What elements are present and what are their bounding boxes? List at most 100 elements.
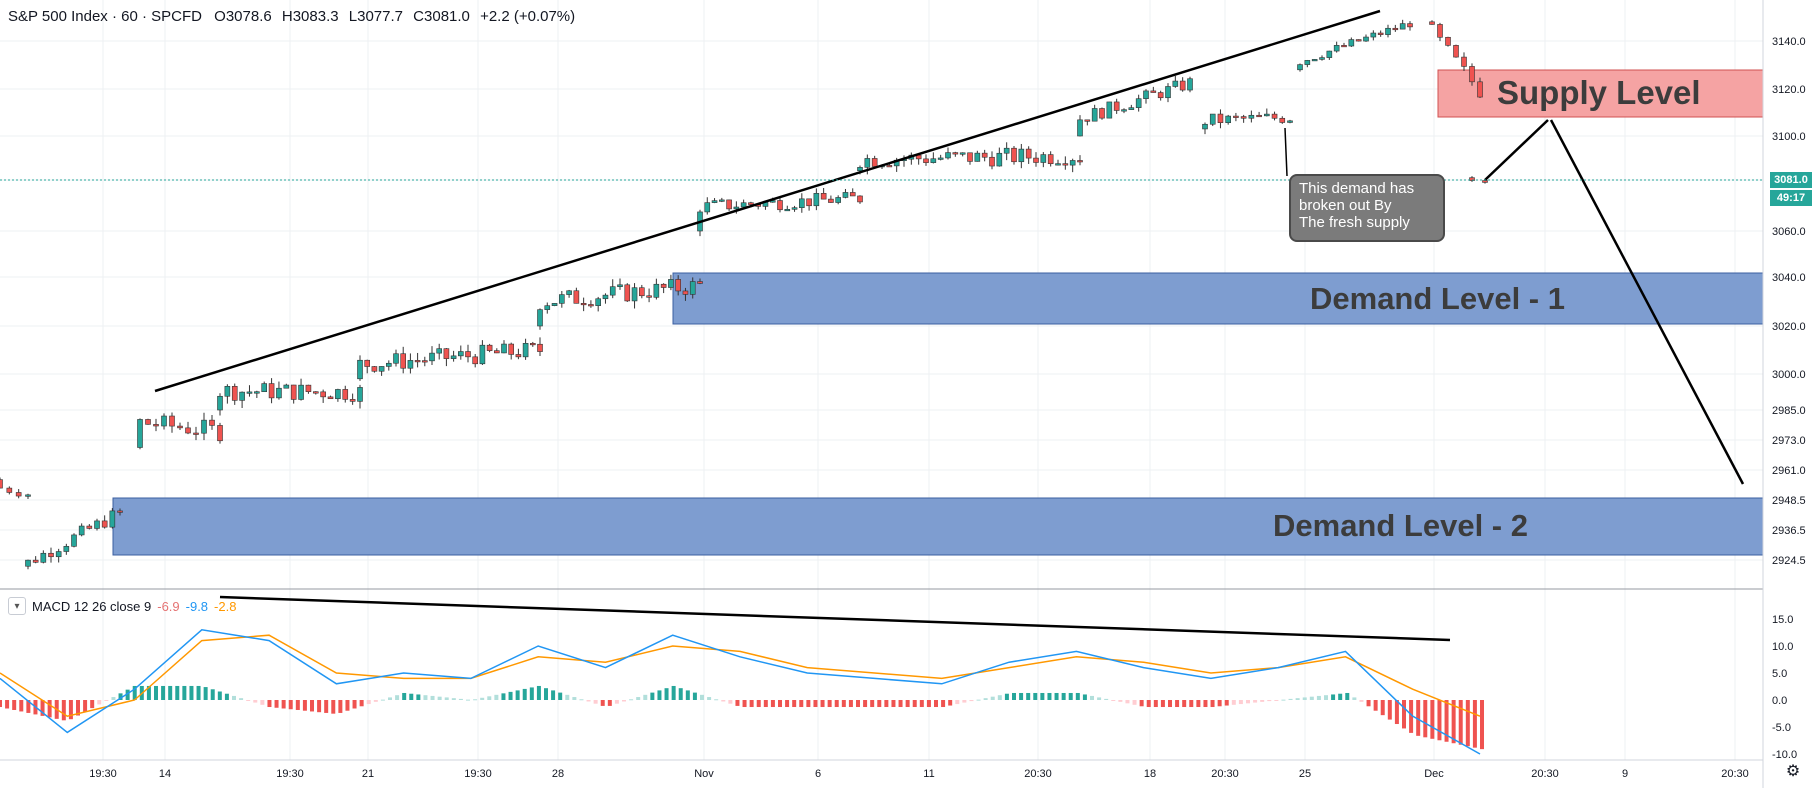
macd-bar-140 bbox=[990, 696, 995, 700]
candle-196 bbox=[1437, 22, 1443, 42]
time-tick-6: Nov bbox=[694, 768, 714, 780]
macd-bar-62 bbox=[437, 696, 442, 700]
macd-bar-112 bbox=[792, 700, 797, 708]
chevron-down-icon[interactable]: ▾ bbox=[8, 597, 26, 615]
candle-80 bbox=[580, 297, 587, 312]
callout-line-3: The fresh supply bbox=[1299, 214, 1410, 231]
macd-bar-206 bbox=[1458, 700, 1463, 745]
macd-bar-134 bbox=[948, 700, 953, 706]
macd-bar-67 bbox=[473, 699, 478, 701]
macd-bar-105 bbox=[742, 700, 747, 708]
macd-bar-125 bbox=[884, 700, 889, 708]
candle-174 bbox=[1256, 111, 1262, 118]
candle-11 bbox=[78, 523, 85, 537]
candle-26 bbox=[209, 415, 215, 430]
time-tick-0: 19:30 bbox=[89, 768, 117, 780]
chart-header: S&P 500 Index · 60 · SPCFD O3078.6 H3083… bbox=[8, 8, 581, 25]
candle-23 bbox=[185, 421, 191, 435]
arrow-line-down bbox=[1549, 119, 1745, 485]
time-tick-3: 21 bbox=[362, 768, 374, 780]
macd-bar-100 bbox=[707, 697, 712, 700]
low-value: L3077.7 bbox=[348, 8, 403, 25]
macd-bar-169 bbox=[1196, 700, 1201, 708]
macd-bar-2 bbox=[12, 700, 17, 710]
macd-bar-4 bbox=[26, 700, 31, 713]
macd-bar-80 bbox=[565, 694, 570, 700]
candle-27 bbox=[217, 422, 223, 444]
macd-bar-155 bbox=[1097, 697, 1102, 700]
candle-92 bbox=[668, 274, 674, 291]
candle-90 bbox=[653, 278, 660, 300]
macd-bar-170 bbox=[1203, 700, 1208, 708]
candle-127 bbox=[908, 152, 915, 165]
price-tick-6: 3020.0 bbox=[1772, 321, 1806, 333]
macd-bar-118 bbox=[834, 700, 839, 708]
candle-85 bbox=[617, 278, 623, 290]
time-tick-9: 20:30 bbox=[1024, 768, 1052, 780]
macd-bar-65 bbox=[458, 698, 463, 700]
candle-51 bbox=[378, 366, 385, 376]
candle-39 bbox=[298, 378, 304, 401]
macd-bar-6 bbox=[40, 700, 45, 716]
candle-179 bbox=[1297, 63, 1303, 72]
time-axis[interactable]: 19:30 14 19:30 21 19:30 28 Nov 6 11 20:30 18 20:30 2… bbox=[89, 768, 1749, 780]
macd-bar-174 bbox=[1231, 700, 1236, 705]
candle-62 bbox=[457, 345, 464, 360]
candle-59 bbox=[436, 343, 443, 360]
macd-bar-7 bbox=[47, 700, 52, 718]
candle-35 bbox=[268, 378, 275, 404]
macd-bar-94 bbox=[664, 688, 669, 700]
macd-bar-0 bbox=[0, 700, 2, 708]
macd-bar-58 bbox=[409, 693, 414, 700]
time-tick-8: 11 bbox=[923, 768, 934, 780]
macd-bar-43 bbox=[302, 700, 307, 711]
macd-bar-68 bbox=[480, 697, 485, 700]
candle-29 bbox=[224, 384, 231, 404]
macd-bar-186 bbox=[1316, 695, 1321, 700]
macd-bar-81 bbox=[572, 697, 577, 700]
macd-bar-166 bbox=[1175, 700, 1180, 708]
candle-118 bbox=[849, 188, 856, 197]
macd-tick-4: -5.0 bbox=[1772, 722, 1791, 734]
macd-bar-30 bbox=[210, 689, 215, 700]
macd-bar-201 bbox=[1423, 700, 1428, 738]
macd-bar-147 bbox=[1040, 692, 1045, 700]
candle-178 bbox=[1287, 119, 1293, 124]
price-tick-13: 2924.5 bbox=[1772, 555, 1806, 567]
macd-bar-79 bbox=[558, 692, 563, 700]
price-tick-0: 3140.0 bbox=[1772, 36, 1806, 48]
candle-61 bbox=[450, 350, 457, 362]
candle-191 bbox=[1385, 24, 1391, 38]
candle-93 bbox=[675, 275, 681, 296]
macd-bar-143 bbox=[1012, 692, 1016, 700]
candle-139 bbox=[996, 147, 1003, 167]
candle-172 bbox=[1240, 114, 1247, 123]
macd-label[interactable]: MACD 12 26 close 9 bbox=[32, 598, 152, 614]
macd-bar-3 bbox=[19, 700, 24, 712]
candle-185 bbox=[1341, 42, 1347, 48]
candle-159 bbox=[1135, 94, 1142, 112]
candle-2 bbox=[15, 489, 22, 499]
candle-170 bbox=[1225, 114, 1231, 125]
candle-86 bbox=[624, 283, 631, 302]
symbol-title[interactable]: S&P 500 Index · 60 · SPCFD bbox=[8, 8, 202, 25]
candle-83 bbox=[602, 293, 609, 304]
macd-bar-46 bbox=[324, 700, 329, 713]
macd-axis[interactable]: 15.0 10.0 5.0 0.0 -5.0 -10.0 bbox=[1772, 614, 1797, 761]
macd-line-value: -9.8 bbox=[185, 598, 209, 614]
macd-histogram bbox=[0, 685, 1484, 750]
candle-70 bbox=[515, 348, 522, 360]
candle-167 bbox=[1202, 122, 1208, 135]
price-axis[interactable]: 3140.0 3120.0 3100.0 3060.0 3040.0 3020.0 3000… bbox=[1772, 36, 1806, 567]
candle-183 bbox=[1326, 50, 1333, 60]
candle-19 bbox=[153, 418, 159, 432]
callout-line-1: This demand has bbox=[1299, 180, 1415, 197]
macd-bar-27 bbox=[189, 685, 194, 700]
candle-44 bbox=[335, 388, 341, 402]
candle-49 bbox=[364, 359, 371, 374]
gear-icon[interactable]: ⚙ bbox=[1785, 763, 1801, 780]
macd-bar-10 bbox=[68, 700, 73, 720]
candle-195 bbox=[1429, 20, 1435, 25]
macd-bar-76 bbox=[536, 685, 541, 700]
